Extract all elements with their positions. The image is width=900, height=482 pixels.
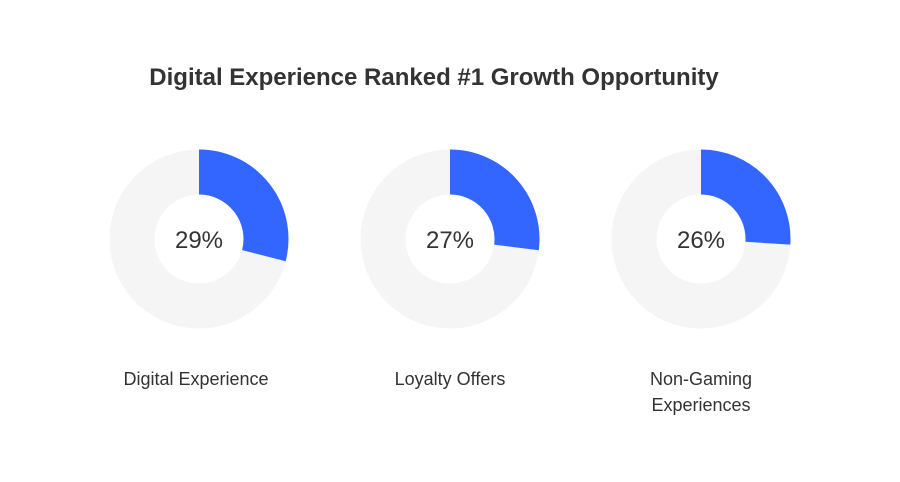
donut-value-arc: [448, 149, 540, 251]
donut-loyalty-offers: 27%: [360, 149, 540, 329]
donut-category-label: Non-Gaming Experiences: [649, 369, 753, 415]
chart-title: Digital Experience Ranked #1 Growth Oppo…: [149, 64, 719, 91]
donut-value-label: 27%: [426, 227, 474, 254]
donut-value-arc: [700, 149, 791, 245]
donut-digital-experience: 29%: [109, 149, 289, 329]
donut-category-label: Digital Experience: [123, 369, 269, 389]
donut-value-label: 29%: [175, 227, 223, 254]
donut-value-label: 26%: [677, 227, 725, 254]
donut-value-arc: [197, 149, 289, 262]
donut-non-gaming-experiences: 26%: [611, 149, 791, 329]
donut-category-label: Loyalty Offers: [394, 369, 506, 389]
